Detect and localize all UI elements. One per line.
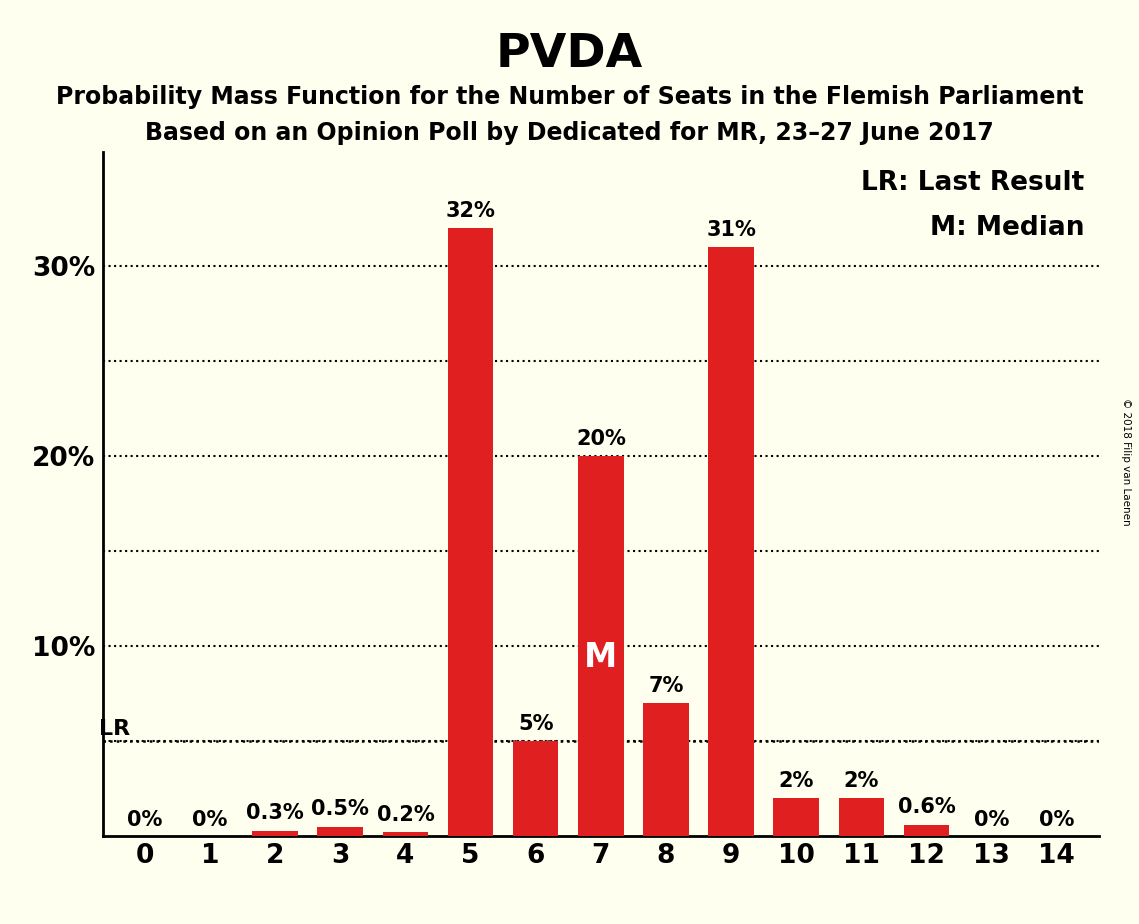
Text: 0%: 0%	[974, 809, 1009, 830]
Bar	[383, 833, 428, 836]
Text: 0.6%: 0.6%	[898, 797, 956, 817]
Bar	[318, 827, 363, 836]
Bar	[577, 456, 624, 836]
Text: PVDA: PVDA	[495, 32, 644, 78]
Text: 32%: 32%	[445, 201, 495, 221]
Text: 0.5%: 0.5%	[311, 799, 369, 820]
Text: 0%: 0%	[128, 809, 163, 830]
Text: 0%: 0%	[1039, 809, 1074, 830]
Bar	[773, 798, 819, 836]
Text: LR: Last Result: LR: Last Result	[861, 170, 1084, 196]
Bar	[838, 798, 884, 836]
Text: M: M	[584, 641, 617, 675]
Text: 31%: 31%	[706, 220, 756, 240]
Text: 0%: 0%	[192, 809, 228, 830]
Bar	[448, 228, 493, 836]
Text: LR: LR	[99, 720, 130, 739]
Text: M: Median: M: Median	[929, 215, 1084, 241]
Text: 7%: 7%	[648, 675, 683, 696]
Text: 2%: 2%	[844, 771, 879, 791]
Bar	[708, 248, 754, 836]
Text: 5%: 5%	[518, 713, 554, 734]
Text: Based on an Opinion Poll by Dedicated for MR, 23–27 June 2017: Based on an Opinion Poll by Dedicated fo…	[145, 121, 994, 145]
Text: © 2018 Filip van Laenen: © 2018 Filip van Laenen	[1121, 398, 1131, 526]
Bar	[253, 831, 298, 836]
Text: 0.2%: 0.2%	[377, 805, 434, 825]
Text: 20%: 20%	[576, 429, 625, 449]
Text: 0.3%: 0.3%	[246, 803, 304, 823]
Bar	[513, 741, 558, 836]
Text: Probability Mass Function for the Number of Seats in the Flemish Parliament: Probability Mass Function for the Number…	[56, 85, 1083, 109]
Bar	[903, 825, 949, 836]
Text: 2%: 2%	[779, 771, 814, 791]
Bar	[644, 703, 689, 836]
